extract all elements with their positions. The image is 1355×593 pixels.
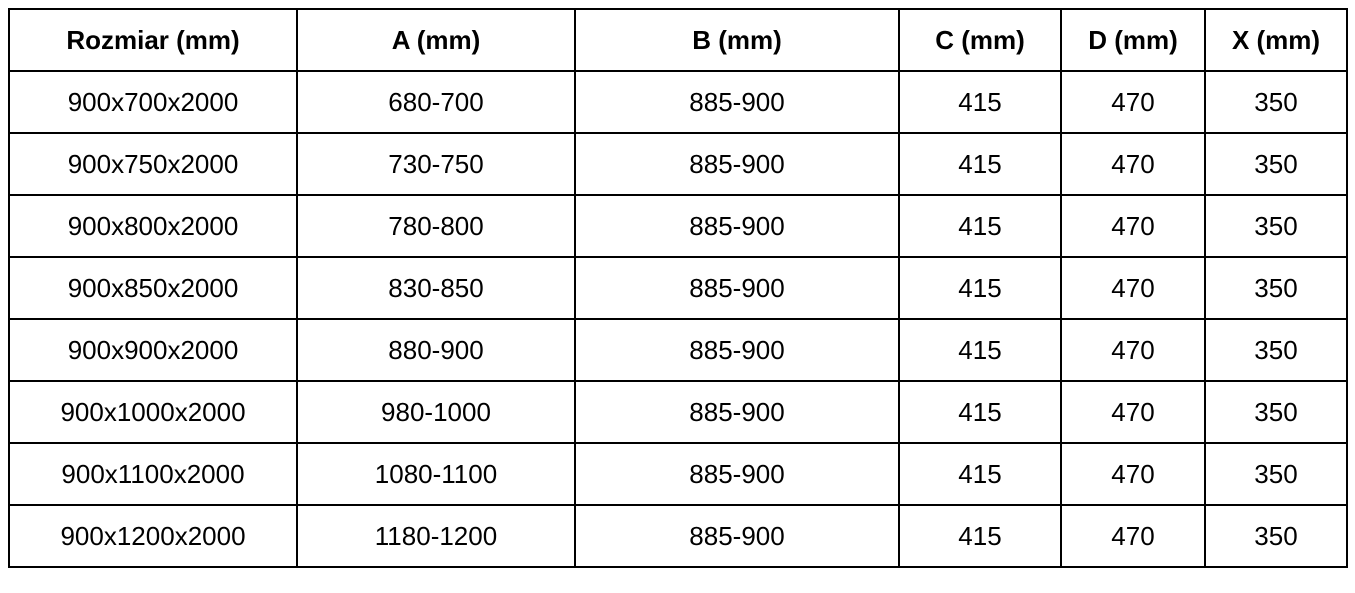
table-row: 900x1200x2000 1180-1200 885-900 415 470 350 xyxy=(8,504,1348,568)
cell-b: 885-900 xyxy=(574,442,900,506)
table-row: 900x900x2000 880-900 885-900 415 470 350 xyxy=(8,318,1348,382)
table-header: Rozmiar (mm) A (mm) B (mm) C (mm) D (mm) X (m… xyxy=(8,8,1348,72)
cell-c: 415 xyxy=(898,194,1062,258)
table-row: 900x700x2000 680-700 885-900 415 470 350 xyxy=(8,70,1348,134)
cell-b: 885-900 xyxy=(574,256,900,320)
cell-d: 470 xyxy=(1060,70,1206,134)
cell-c: 415 xyxy=(898,504,1062,568)
cell-d: 470 xyxy=(1060,132,1206,196)
column-header-b: B (mm) xyxy=(574,8,900,72)
cell-size: 900x1200x2000 xyxy=(8,504,298,568)
cell-size: 900x1100x2000 xyxy=(8,442,298,506)
cell-x: 350 xyxy=(1204,256,1348,320)
cell-a: 880-900 xyxy=(296,318,576,382)
cell-x: 350 xyxy=(1204,70,1348,134)
table-body: 900x700x2000 680-700 885-900 415 470 350 900x7… xyxy=(8,70,1348,568)
cell-size: 900x700x2000 xyxy=(8,70,298,134)
cell-b: 885-900 xyxy=(574,318,900,382)
dimensions-table: Rozmiar (mm) A (mm) B (mm) C (mm) D (mm) X (m… xyxy=(8,8,1348,568)
cell-c: 415 xyxy=(898,70,1062,134)
table-row: 900x1000x2000 980-1000 885-900 415 470 350 xyxy=(8,380,1348,444)
cell-x: 350 xyxy=(1204,442,1348,506)
table-row: 900x750x2000 730-750 885-900 415 470 350 xyxy=(8,132,1348,196)
cell-b: 885-900 xyxy=(574,70,900,134)
column-header-x: X (mm) xyxy=(1204,8,1348,72)
header-row: Rozmiar (mm) A (mm) B (mm) C (mm) D (mm) X (m… xyxy=(8,8,1348,72)
cell-x: 350 xyxy=(1204,318,1348,382)
cell-x: 350 xyxy=(1204,504,1348,568)
cell-x: 350 xyxy=(1204,194,1348,258)
cell-c: 415 xyxy=(898,256,1062,320)
cell-d: 470 xyxy=(1060,256,1206,320)
cell-b: 885-900 xyxy=(574,380,900,444)
cell-size: 900x800x2000 xyxy=(8,194,298,258)
cell-c: 415 xyxy=(898,442,1062,506)
column-header-c: C (mm) xyxy=(898,8,1062,72)
cell-size: 900x900x2000 xyxy=(8,318,298,382)
column-header-size: Rozmiar (mm) xyxy=(8,8,298,72)
cell-d: 470 xyxy=(1060,318,1206,382)
cell-b: 885-900 xyxy=(574,504,900,568)
cell-a: 780-800 xyxy=(296,194,576,258)
cell-x: 350 xyxy=(1204,132,1348,196)
cell-b: 885-900 xyxy=(574,132,900,196)
cell-a: 1180-1200 xyxy=(296,504,576,568)
cell-d: 470 xyxy=(1060,442,1206,506)
cell-size: 900x1000x2000 xyxy=(8,380,298,444)
column-header-a: A (mm) xyxy=(296,8,576,72)
cell-a: 680-700 xyxy=(296,70,576,134)
cell-size: 900x850x2000 xyxy=(8,256,298,320)
column-header-d: D (mm) xyxy=(1060,8,1206,72)
table-row: 900x800x2000 780-800 885-900 415 470 350 xyxy=(8,194,1348,258)
table-row: 900x1100x2000 1080-1100 885-900 415 470 350 xyxy=(8,442,1348,506)
cell-d: 470 xyxy=(1060,194,1206,258)
cell-a: 1080-1100 xyxy=(296,442,576,506)
table-row: 900x850x2000 830-850 885-900 415 470 350 xyxy=(8,256,1348,320)
cell-c: 415 xyxy=(898,380,1062,444)
cell-d: 470 xyxy=(1060,380,1206,444)
cell-x: 350 xyxy=(1204,380,1348,444)
cell-size: 900x750x2000 xyxy=(8,132,298,196)
cell-a: 830-850 xyxy=(296,256,576,320)
cell-a: 980-1000 xyxy=(296,380,576,444)
cell-b: 885-900 xyxy=(574,194,900,258)
cell-a: 730-750 xyxy=(296,132,576,196)
cell-d: 470 xyxy=(1060,504,1206,568)
cell-c: 415 xyxy=(898,132,1062,196)
cell-c: 415 xyxy=(898,318,1062,382)
